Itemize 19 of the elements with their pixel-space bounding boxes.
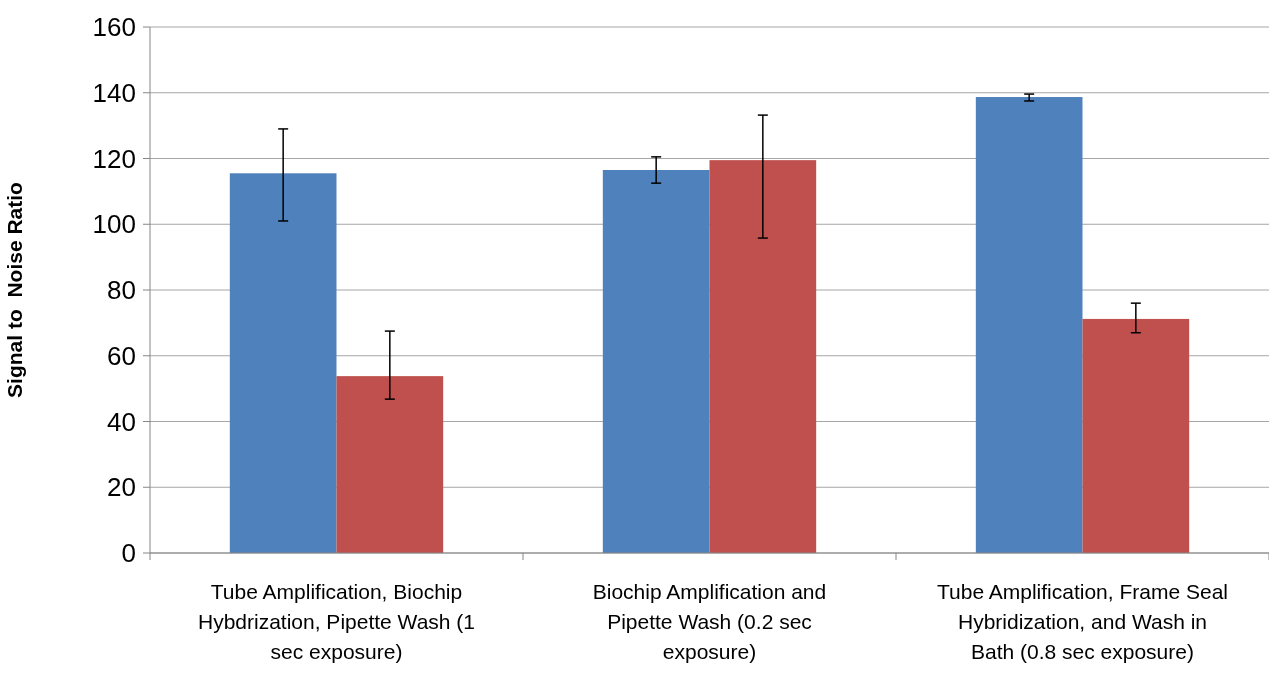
- bar: [229, 173, 337, 553]
- y-tick-label: 120: [92, 143, 136, 174]
- y-tick-label: 80: [107, 275, 136, 306]
- x-tick-label: Tube Amplification, Biochip Hybdrization, Pipette Wash (1 sec exposure): [197, 580, 476, 663]
- y-tick-label: 100: [92, 209, 136, 240]
- bar: [336, 376, 444, 553]
- bar: [1082, 318, 1190, 553]
- y-axis-title: Signal to Noise Ratio: [3, 182, 26, 398]
- bar: [602, 170, 710, 553]
- y-tick-label: 40: [107, 406, 136, 437]
- y-tick-label: 160: [92, 12, 136, 43]
- y-tick-label: 60: [107, 340, 136, 371]
- x-tick-label: Biochip Amplification and Pipette Wash (0.2 sec exposure): [592, 580, 827, 663]
- bar: [709, 160, 817, 553]
- bar: [975, 97, 1083, 553]
- y-tick-label: 20: [107, 472, 136, 503]
- x-tick-label: Tube Amplification, Frame Seal Hybridization, and Wash in Bath (0.8 sec exposure): [936, 580, 1229, 663]
- y-tick-label: 140: [92, 77, 136, 108]
- y-tick-label: 0: [121, 538, 136, 569]
